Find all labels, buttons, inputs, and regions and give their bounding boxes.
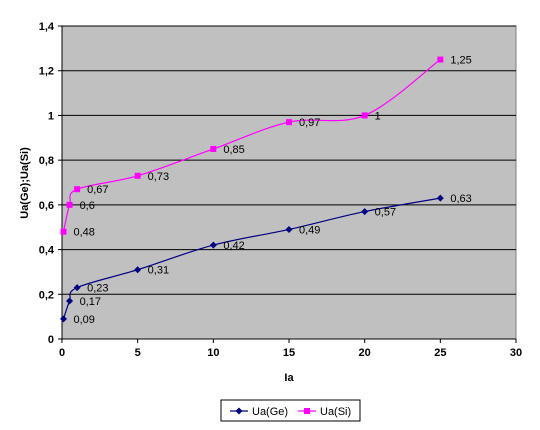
data-point [60, 315, 68, 323]
axes [58, 25, 517, 343]
data-label: 0,17 [80, 296, 101, 308]
data-label: 0,57 [375, 207, 396, 219]
series-1: 0,48 0,6 0,67 0,73 0,85 0,97 1 1,25 [60, 55, 472, 239]
data-point [361, 112, 368, 119]
y-tick-label: 0,2 [39, 289, 54, 301]
data-label: 0,63 [450, 193, 471, 205]
data-point [210, 145, 217, 152]
y-tick-label: 1,4 [39, 21, 55, 33]
legend: Ua(Ge) Ua(Si) [220, 399, 361, 422]
legend-box [220, 399, 361, 422]
y-tick-label: 1,2 [39, 66, 54, 78]
plot-area [61, 25, 517, 340]
x-tick-label: 30 [510, 347, 522, 359]
x-axis-title: Ia [284, 372, 294, 384]
data-label: 0,49 [299, 224, 320, 236]
data-point [134, 266, 142, 274]
data-label: 0,31 [148, 265, 169, 277]
data-point [60, 228, 67, 235]
y-tick-label: 0,6 [39, 200, 54, 212]
data-label: 0,6 [80, 200, 95, 212]
data-label: 0,67 [87, 184, 108, 196]
data-point [285, 225, 293, 233]
y-axis-title: Ua(Ge);Ua(Si) [19, 147, 31, 219]
x-tick-label: 0 [59, 347, 65, 359]
series-group: 0,090,170,230,310,420,490,570,630,480,60… [60, 55, 472, 326]
legend-label: Ua(Si) [320, 406, 351, 418]
data-label: 0,42 [223, 240, 244, 252]
data-point [209, 241, 217, 249]
data-point [66, 297, 74, 305]
data-label: 1,25 [450, 55, 471, 67]
x-tick-label: 20 [359, 347, 371, 359]
data-point [66, 201, 73, 208]
y-tick-label: 0 [48, 334, 54, 346]
x-tick-label: 15 [283, 347, 295, 359]
data-point [73, 284, 81, 292]
legend-label: Ua(Ge) [252, 406, 288, 418]
y-tick-label: 1 [48, 110, 54, 122]
data-label: 0,48 [74, 227, 95, 239]
series-0: 0,09 0,170,23 0,31 0,42 0,49 0,57 0,63 [60, 193, 472, 326]
legend-marker [235, 407, 243, 415]
x-tick-label: 5 [135, 347, 141, 359]
data-point [134, 172, 141, 179]
data-label: 0,85 [223, 144, 244, 156]
y-tick-label: 0,8 [39, 155, 54, 167]
data-label: 1 [375, 110, 381, 122]
data-point [436, 194, 444, 202]
data-label: 0,09 [74, 314, 95, 326]
data-point [74, 186, 81, 193]
y-tick-label: 0,4 [39, 245, 55, 257]
x-tick-label: 25 [434, 347, 446, 359]
data-point [286, 119, 292, 126]
y-tick-labels: 0 0,2 0,4 0,6 0,8 1 1,2 1,4 [39, 21, 55, 346]
x-tick-labels: 0 5 10 15 20 25 30 [59, 347, 522, 359]
data-label: 0,97 [299, 117, 320, 129]
gridlines [62, 25, 516, 295]
data-label: 0,73 [148, 171, 169, 183]
data-point [361, 208, 369, 216]
data-point [437, 56, 444, 63]
legend-marker [304, 408, 310, 414]
data-label: 0,23 [87, 283, 108, 295]
x-tick-label: 10 [207, 347, 219, 359]
